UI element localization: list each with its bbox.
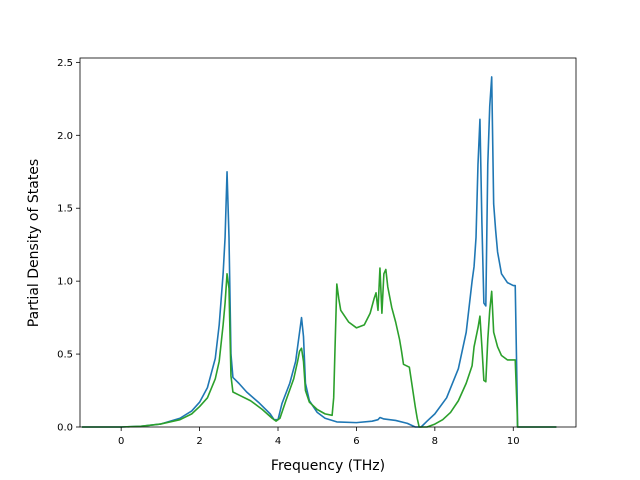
x-tick-label: 10: [507, 436, 520, 447]
x-tick-label: 2: [196, 436, 202, 447]
y-tick-label: 1.0: [57, 277, 73, 288]
x-tick-label: 6: [353, 436, 359, 447]
series-line-1: [81, 76, 557, 428]
series-line-2: [81, 267, 557, 428]
x-axis-ticks: 0 2 4 6 8 10: [118, 427, 520, 447]
x-axis-label: Frequency (THz): [271, 458, 385, 474]
plot-lines: [81, 76, 557, 428]
y-axis-label: Partial Density of States: [26, 159, 42, 327]
y-tick-label: 0.0: [57, 423, 73, 434]
x-tick-label: 8: [432, 436, 438, 447]
y-tick-label: 0.5: [57, 350, 73, 361]
plot-frame: [79, 57, 577, 428]
y-axis-ticks: 0.0 0.5 1.0 1.5 2.0 2.5: [57, 58, 80, 434]
y-tick-label: 1.5: [57, 204, 73, 215]
x-tick-label: 0: [118, 436, 124, 447]
y-tick-label: 2.5: [57, 58, 73, 69]
y-tick-label: 2.0: [57, 131, 73, 142]
x-tick-label: 4: [275, 436, 281, 447]
